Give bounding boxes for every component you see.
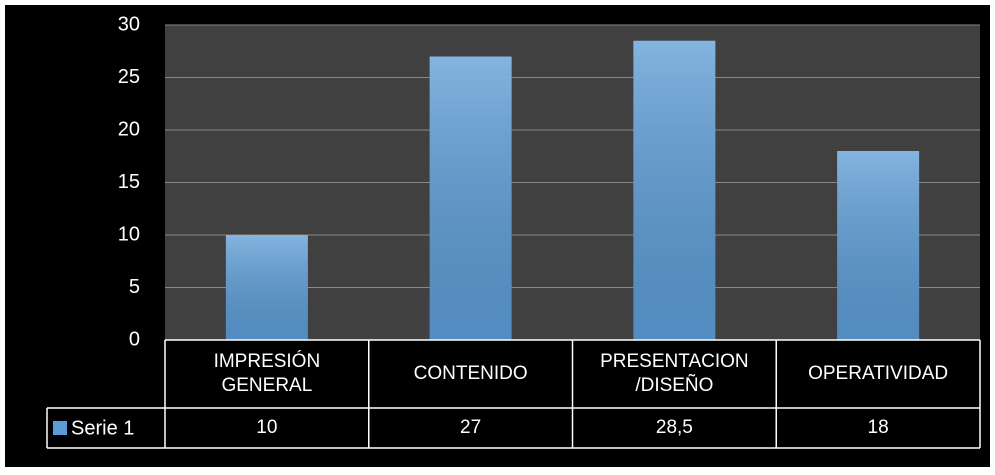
bar xyxy=(429,56,512,340)
x-tick-label: IMPRESIÓN GENERAL xyxy=(213,351,321,396)
value-label: 28,5 xyxy=(655,417,693,438)
legend-swatch xyxy=(53,421,67,435)
bar xyxy=(837,151,920,340)
x-tick-label: PRESENTACION /DISEÑO xyxy=(600,351,749,396)
legend-label: Serie 1 xyxy=(71,417,134,439)
y-tick-label: 30 xyxy=(118,13,140,35)
bar xyxy=(225,235,308,340)
y-tick-label: 15 xyxy=(118,171,140,193)
value-label: 27 xyxy=(460,417,482,438)
y-tick-label: 20 xyxy=(118,118,140,140)
y-tick-label: 5 xyxy=(129,276,140,298)
y-tick-label: 10 xyxy=(118,223,140,245)
y-tick-label: 0 xyxy=(129,328,140,350)
y-tick-label: 25 xyxy=(118,66,140,88)
value-label: 10 xyxy=(256,417,278,438)
x-tick-label: OPERATIVIDAD xyxy=(808,363,949,384)
bar xyxy=(633,40,716,340)
x-tick-label: CONTENIDO xyxy=(413,363,528,384)
value-label: 18 xyxy=(867,417,889,438)
